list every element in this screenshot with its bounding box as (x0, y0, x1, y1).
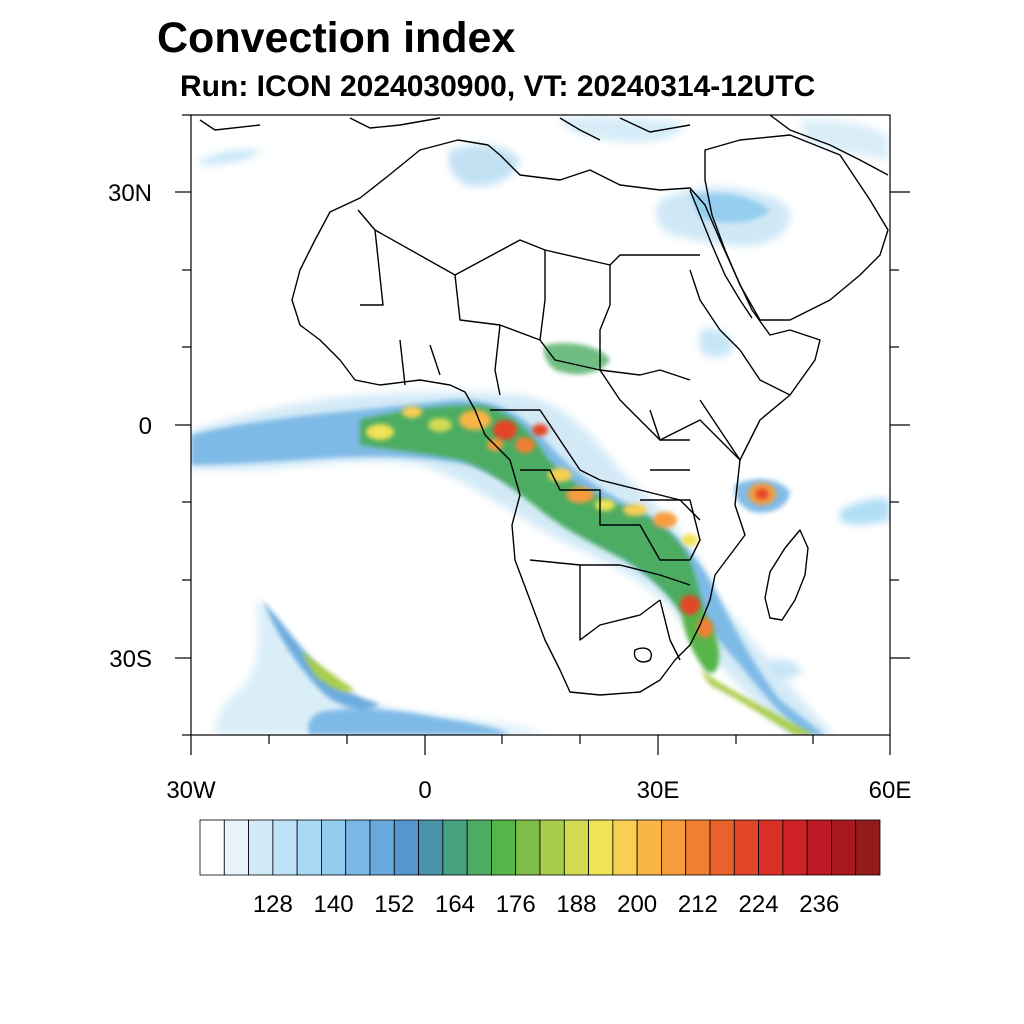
lon-label-30e: 30E (637, 777, 680, 804)
axis-ticks (175, 114, 910, 755)
colorbar-swatch (321, 819, 347, 876)
colorbar-label: 128 (253, 891, 293, 918)
colorbar-swatch (636, 819, 662, 876)
colorbar-swatch (539, 819, 565, 876)
colorbar-labels: 128 140 152 164 176 188 200 212 224 236 (253, 891, 839, 918)
colorbar (199, 819, 881, 876)
colorbar-swatch (855, 819, 881, 876)
colorbar-swatch (272, 819, 298, 876)
lat-label-30n: 30N (108, 180, 152, 207)
colorbar-label: 212 (678, 891, 718, 918)
lon-label-0: 0 (418, 777, 431, 804)
lat-label-30s: 30S (109, 646, 152, 673)
colorbar-swatch (661, 819, 687, 876)
colorbar-swatch (588, 819, 614, 876)
colorbar-swatch (248, 819, 274, 876)
map-subtitle: Run: ICON 2024030900, VT: 20240314-12UTC (180, 70, 816, 103)
colorbar-swatch (466, 819, 492, 876)
colorbar-swatch (296, 819, 322, 876)
colorbar-swatch (223, 819, 249, 876)
colorbar-swatch (515, 819, 541, 876)
colorbar-label: 140 (314, 891, 354, 918)
colorbar-label: 200 (617, 891, 657, 918)
colorbar-swatch (612, 819, 638, 876)
convection-field (191, 116, 890, 735)
colorbar-swatch (758, 819, 784, 876)
colorbar-label: 236 (799, 891, 839, 918)
colorbar-swatch (199, 819, 225, 876)
colorbar-swatch (806, 819, 832, 876)
colorbar-swatch (442, 819, 468, 876)
colorbar-label: 176 (496, 891, 536, 918)
africa-coastline (291, 139, 821, 696)
colorbar-swatch (685, 819, 711, 876)
lat-label-0: 0 (139, 413, 152, 440)
madagascar-coastline (764, 529, 809, 621)
colorbar-swatch (563, 819, 589, 876)
colorbar-swatch (831, 819, 857, 876)
colorbar-swatch (393, 819, 419, 876)
colorbar-label: 164 (435, 891, 475, 918)
colorbar-swatch (491, 819, 517, 876)
map-title: Convection index (157, 14, 516, 62)
lon-label-60e: 60E (869, 777, 912, 804)
colorbar-label: 224 (739, 891, 779, 918)
colorbar-swatch (345, 819, 371, 876)
lon-label-30w: 30W (166, 777, 216, 804)
colorbar-label: 188 (556, 891, 596, 918)
colorbar-swatch (733, 819, 759, 876)
colorbar-swatch (369, 819, 395, 876)
coastlines-borders (199, 114, 889, 696)
colorbar-swatch (782, 819, 808, 876)
colorbar-label: 152 (374, 891, 414, 918)
arabia-coastline (704, 134, 889, 321)
colorbar-swatch (418, 819, 444, 876)
colorbar-swatch (709, 819, 735, 876)
